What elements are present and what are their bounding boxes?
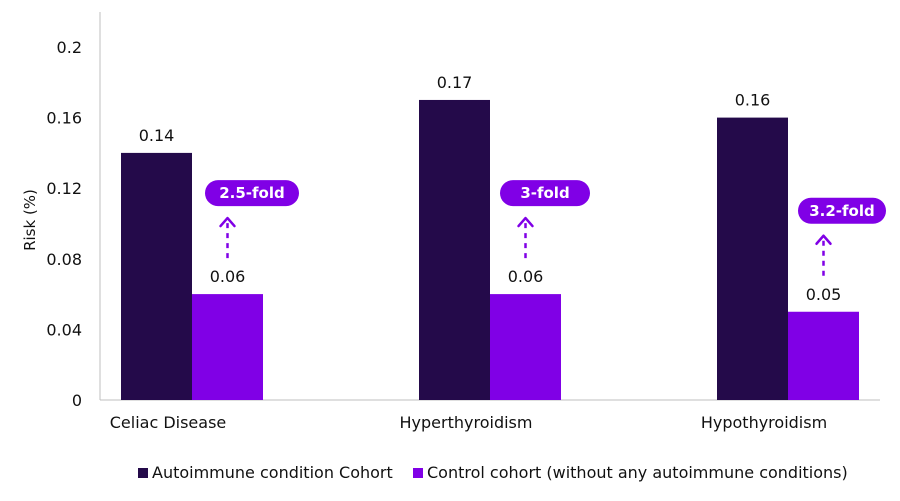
y-tick-label: 0.2 xyxy=(57,38,82,57)
fold-arrow-head xyxy=(219,216,236,228)
y-tick-label: 0.04 xyxy=(46,320,82,339)
category-label: Hyperthyroidism xyxy=(400,413,533,432)
fold-pill xyxy=(500,180,590,207)
legend: Autoimmune condition Cohort Control cohor… xyxy=(138,463,848,482)
y-tick-label: 0 xyxy=(72,391,82,410)
y-axis-label: Risk (%) xyxy=(21,189,39,251)
fold-arrow-head xyxy=(517,216,534,228)
fold-annotations: 2.5-fold 3-fold 3.2-fold xyxy=(205,180,886,276)
data-label: 0.05 xyxy=(806,285,842,304)
bar-control xyxy=(192,294,263,400)
bar-control xyxy=(490,294,561,400)
bar-autoimmune xyxy=(121,152,192,400)
data-label: 0.06 xyxy=(508,267,544,286)
bar-control xyxy=(788,311,859,400)
bar-autoimmune xyxy=(717,117,788,400)
data-label: 0.16 xyxy=(735,91,771,110)
legend-swatch xyxy=(413,468,423,478)
fold-label: 2.5-fold xyxy=(219,184,285,202)
bars: 0.14 0.06 0.17 0.06 0.16 0.05 xyxy=(121,73,859,400)
y-tick-label: 0.16 xyxy=(46,109,82,128)
category-labels: Celiac Disease Hyperthyroidism Hypothyroid… xyxy=(110,413,827,432)
category-label: Celiac Disease xyxy=(110,413,227,432)
legend-label: Control cohort (without any autoimmune c… xyxy=(427,463,848,482)
y-tick-label: 0.12 xyxy=(46,179,82,198)
fold-pill xyxy=(798,197,886,224)
legend-label: Autoimmune condition Cohort xyxy=(152,463,393,482)
data-label: 0.14 xyxy=(139,126,175,145)
y-tick-label: 0.08 xyxy=(46,250,82,269)
fold-label: 3-fold xyxy=(520,184,569,202)
category-label: Hypothyroidism xyxy=(701,413,827,432)
fold-label: 3.2-fold xyxy=(809,202,875,220)
bar-autoimmune xyxy=(419,99,490,400)
legend-swatch xyxy=(138,468,148,478)
y-ticks: 0 0.04 0.08 0.12 0.16 0.2 xyxy=(46,38,82,410)
data-label: 0.06 xyxy=(210,267,246,286)
fold-arrow-head xyxy=(815,234,832,245)
fold-pill xyxy=(205,180,299,207)
data-label: 0.17 xyxy=(437,73,473,92)
